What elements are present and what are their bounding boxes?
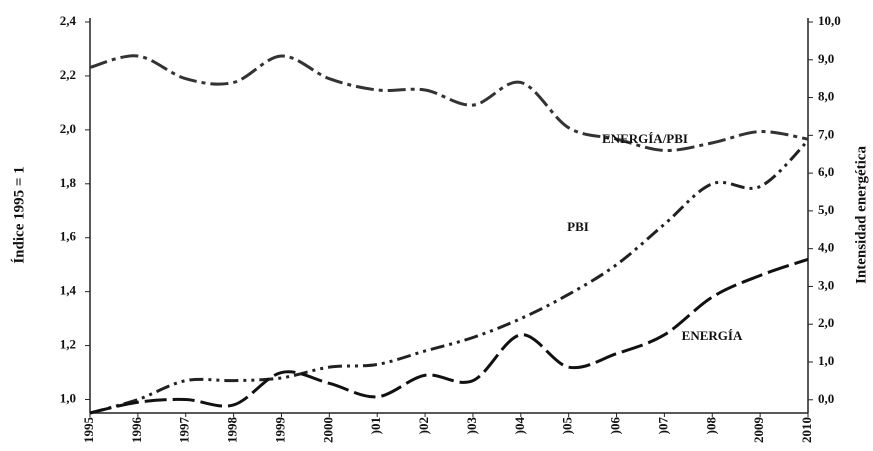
y-tick-label: 1,6 xyxy=(60,229,77,244)
x-tick-label: )05 xyxy=(560,417,575,435)
y-axis-title: Índice 1995 = 1 xyxy=(10,166,27,263)
x-tick-label: 1997 xyxy=(177,417,192,444)
x-tick-label: )03 xyxy=(464,417,479,435)
y-tick-label: 1,8 xyxy=(60,175,77,190)
series-label: ENERGÍA/PBI xyxy=(602,131,688,146)
x-tick-label: )07 xyxy=(655,417,670,435)
y-tick-label: 2,0 xyxy=(60,121,76,136)
y2-axis-title: Intensidad energética xyxy=(853,146,869,284)
y-tick-label: 1,4 xyxy=(60,283,77,298)
y2-tick-label: 7,0 xyxy=(818,126,834,141)
y2-tick-label: 3,0 xyxy=(818,277,834,292)
y2-tick-label: 2,0 xyxy=(818,315,834,330)
y2-tick-label: 9,0 xyxy=(818,51,834,66)
x-tick-label: 1998 xyxy=(225,417,240,444)
x-tick-label: )04 xyxy=(512,417,527,435)
x-tick-label: )01 xyxy=(368,417,383,434)
x-tick-label: )08 xyxy=(703,417,718,435)
y-tick-label: 1,2 xyxy=(60,337,76,352)
y2-tick-label: 10,0 xyxy=(818,13,841,28)
x-tick-label: )02 xyxy=(416,417,431,434)
x-tick-label: 2000 xyxy=(320,417,335,443)
series-label: ENERGÍA xyxy=(682,328,743,343)
series-label: PBI xyxy=(567,219,589,234)
y2-tick-label: 5,0 xyxy=(818,202,834,217)
y2-tick-label: 4,0 xyxy=(818,240,834,255)
y-tick-label: 2,2 xyxy=(60,67,76,82)
x-tick-label: 2009 xyxy=(751,417,766,444)
x-tick-label: 2010 xyxy=(799,417,814,443)
y-tick-label: 2,4 xyxy=(60,13,77,28)
x-tick-label: 1995 xyxy=(81,417,96,444)
y-tick-label: 1,0 xyxy=(60,391,76,406)
series-line xyxy=(89,257,809,415)
y2-tick-label: 6,0 xyxy=(818,164,834,179)
x-tick-label: )06 xyxy=(608,417,623,435)
y2-tick-label: 8,0 xyxy=(818,89,834,104)
x-tick-label: 1996 xyxy=(129,417,144,444)
x-tick-label: 1999 xyxy=(272,417,287,444)
series-line xyxy=(89,54,809,152)
y2-tick-label: 0,0 xyxy=(818,391,834,406)
series-line xyxy=(89,139,810,415)
y2-tick-label: 1,0 xyxy=(818,353,834,368)
